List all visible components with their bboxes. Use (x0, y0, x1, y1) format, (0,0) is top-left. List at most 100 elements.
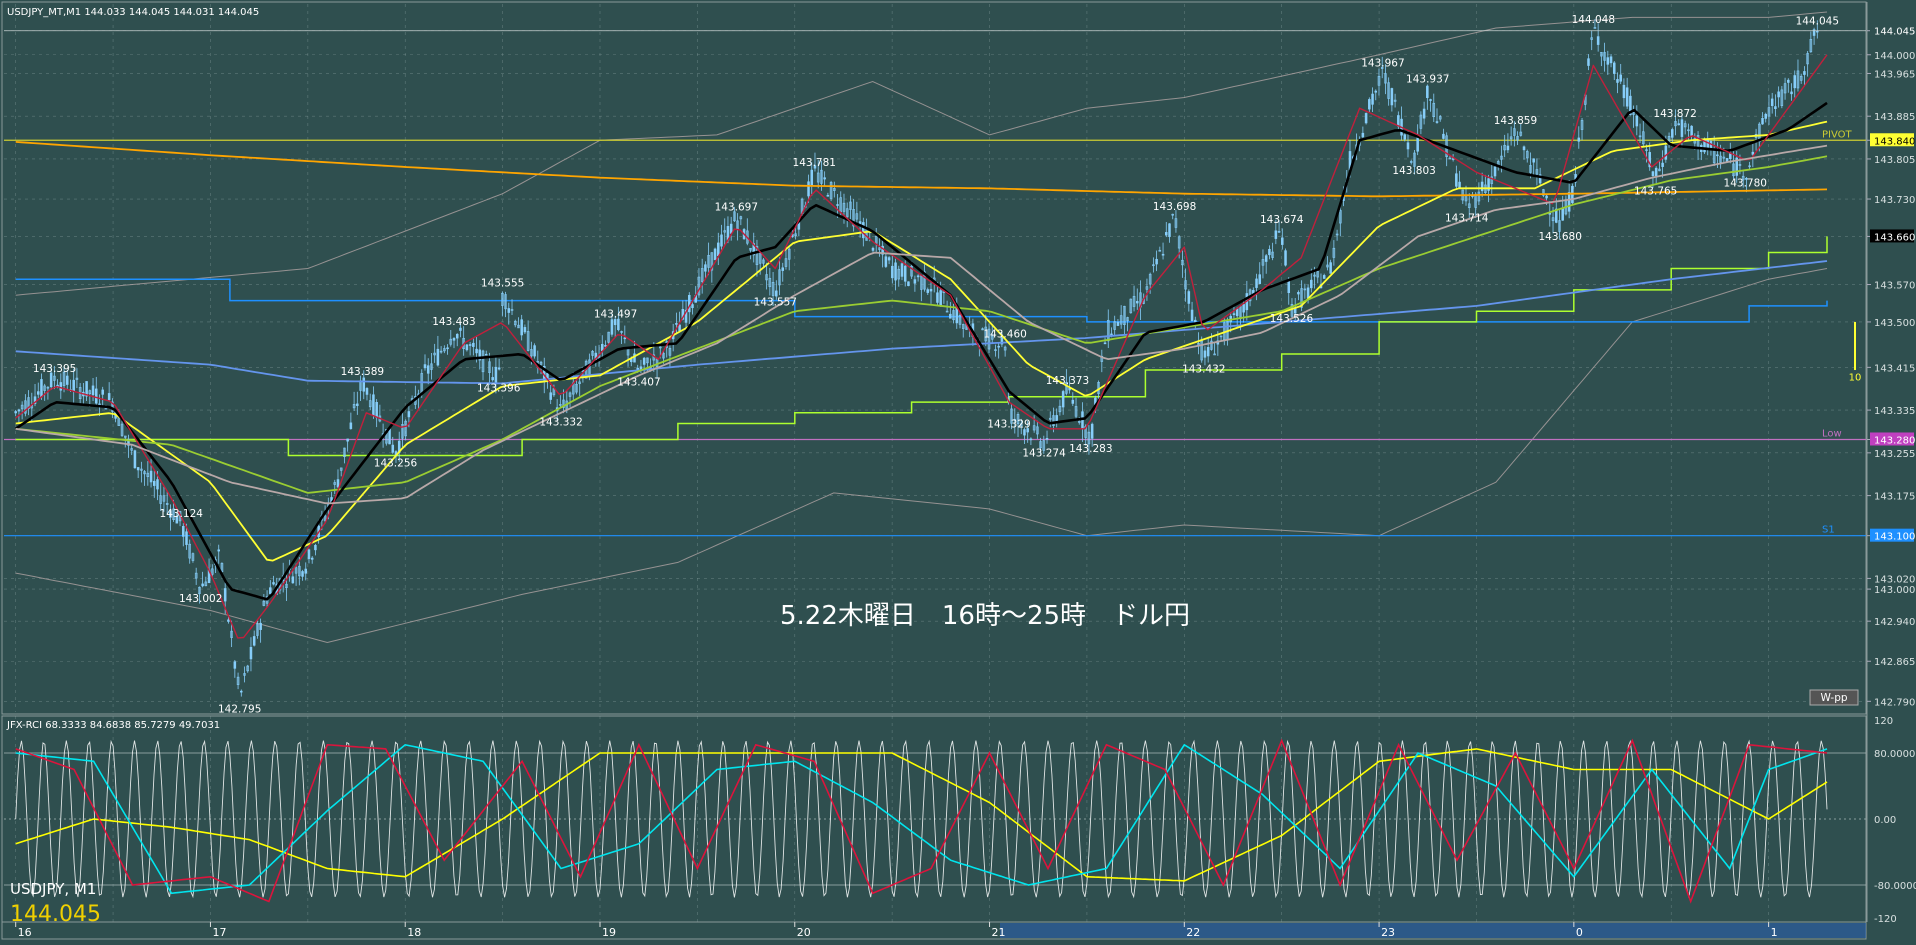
candle-body (188, 543, 191, 559)
candle-body (172, 508, 175, 520)
candle-body (862, 222, 865, 239)
candle-body (494, 366, 498, 384)
candle-body (1339, 210, 1342, 224)
axis-tick-label: 142.940 (1874, 617, 1915, 628)
candle-body (729, 223, 733, 234)
candle-body (478, 349, 482, 361)
tag-s1-text: 143.100 (1874, 532, 1915, 543)
candle-body (1174, 218, 1178, 228)
candle-body (75, 377, 79, 380)
tag-low-box (1870, 432, 1914, 446)
candle-body (1161, 253, 1165, 256)
price-label: 143.396 (477, 383, 521, 395)
header-info: USDJPY_MT,M1 144.033 144.045 144.031 144… (7, 7, 259, 18)
candle-body (1651, 171, 1655, 177)
price-label: 144.048 (1572, 14, 1615, 26)
candle-body (852, 209, 855, 227)
candle-body (1664, 145, 1668, 160)
candle-body (842, 202, 846, 212)
candle-body (272, 582, 275, 585)
candle-body (1690, 125, 1693, 136)
candle-body (1274, 230, 1278, 239)
candle-body (1600, 52, 1603, 57)
candle-body (1152, 264, 1155, 267)
candle-body (604, 345, 607, 347)
candle-body (227, 619, 230, 622)
candle-body (120, 423, 124, 436)
candle-body (230, 630, 233, 638)
candle-body (1148, 273, 1152, 285)
candle-body (1187, 291, 1191, 304)
time-tick-label: 22 (1186, 926, 1200, 939)
candle-body (1477, 191, 1481, 202)
candle-body (149, 470, 153, 483)
candle-body (1300, 288, 1303, 308)
candle-body (752, 243, 756, 256)
candle-body (162, 495, 166, 502)
candle-body (1480, 181, 1484, 192)
candle-body (1129, 298, 1133, 314)
candle-body (217, 549, 220, 552)
candle-body (813, 165, 817, 169)
candle-body (816, 172, 820, 183)
candle-body (1516, 136, 1519, 141)
candle-body (794, 233, 797, 237)
axis-tick-label: 143.335 (1874, 406, 1915, 417)
candle-body (1535, 169, 1539, 175)
candle-body (939, 290, 942, 306)
candle-body (1126, 317, 1129, 322)
candle-body (1603, 52, 1606, 61)
candle-body (1371, 93, 1374, 105)
candle-body (252, 636, 256, 646)
candle-body (620, 331, 623, 333)
candle-body (1165, 232, 1168, 236)
candle-body (1509, 136, 1513, 140)
candle-body (194, 572, 198, 579)
candle-body (1632, 112, 1635, 115)
candle-body (578, 381, 581, 384)
candle-body (810, 169, 814, 187)
candle-body (1036, 426, 1039, 435)
candle-body (1548, 213, 1552, 215)
wpp-button[interactable]: W-pp (1809, 689, 1859, 706)
candle-body (1774, 106, 1777, 110)
candle-body (781, 267, 785, 271)
candle-body (1487, 178, 1490, 191)
candle-body (223, 588, 227, 602)
candle-body (59, 382, 63, 391)
candle-body (681, 309, 685, 320)
candle-body (707, 255, 710, 268)
axis-tick-label: 143.415 (1874, 363, 1915, 374)
candle-body (916, 275, 920, 278)
ma-line-ma_yellow (15, 120, 1828, 562)
candle-body (1181, 259, 1184, 266)
candle-body (1103, 342, 1107, 345)
candle-body (1635, 115, 1639, 127)
candle-body (436, 348, 440, 366)
candle-body (1816, 30, 1819, 33)
candle-body (1554, 208, 1558, 223)
candle-body (739, 216, 743, 220)
candle-body (365, 388, 369, 395)
candle-body (481, 350, 485, 373)
candle-body (339, 467, 343, 471)
candle-body (236, 676, 240, 685)
price-label: 143.781 (793, 157, 836, 169)
price-label: 143.274 (1022, 448, 1066, 460)
time-tick-label: 18 (407, 926, 421, 939)
candle-body (1654, 167, 1658, 177)
candle-body (153, 480, 156, 486)
axis-tick-label: 143.570 (1874, 281, 1915, 292)
price-axis: 144.045 144.000 143.965 143.885 143.840 143.8… (1867, 27, 1915, 708)
candle-body (1545, 195, 1548, 199)
candle-body (211, 568, 214, 575)
candle-body (1052, 415, 1055, 426)
candle-body (1419, 114, 1423, 129)
candle-body (346, 438, 349, 442)
axis-tick-label: 143.000 (1874, 585, 1915, 596)
candle-body (981, 328, 984, 331)
rci-series-white (15, 739, 1828, 899)
candle-body (294, 567, 298, 574)
